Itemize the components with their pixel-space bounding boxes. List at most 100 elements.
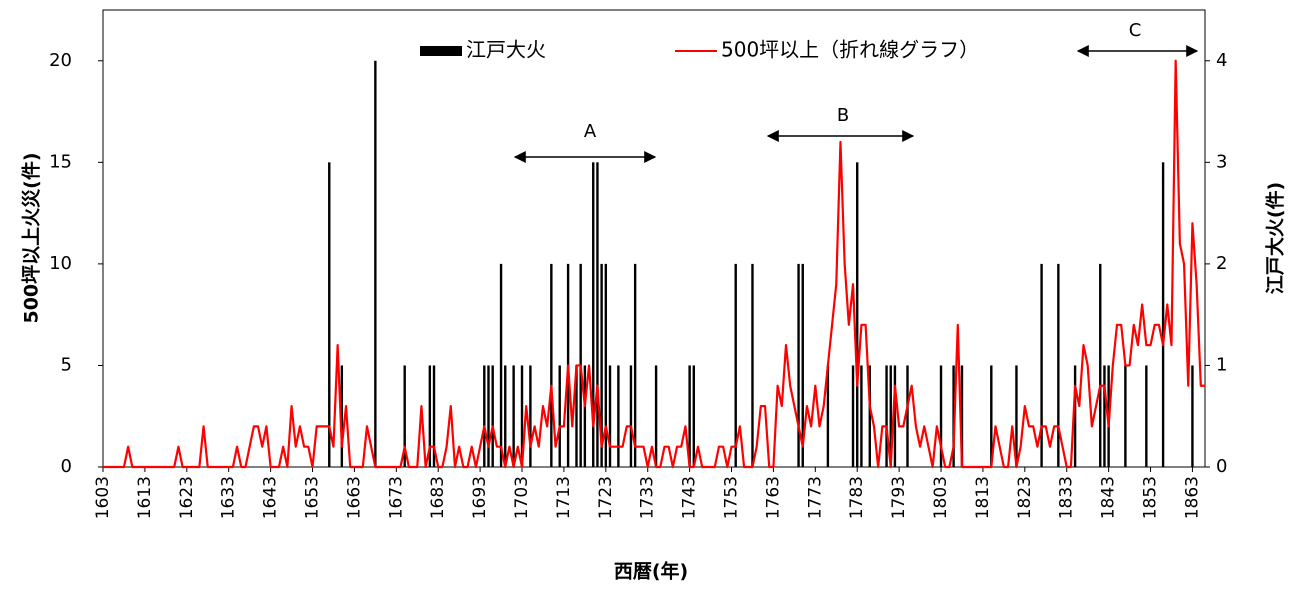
y-axis-title: 500坪以上火災(件) — [20, 152, 43, 323]
bar — [990, 365, 993, 467]
x-tick-label: 1753 — [722, 476, 742, 519]
y2-tick-label: 3 — [1216, 151, 1227, 172]
bar — [550, 263, 553, 467]
x-tick-label: 1613 — [135, 476, 155, 519]
y2-tick-label: 0 — [1216, 456, 1227, 477]
x-tick-label: 1773 — [805, 476, 825, 519]
x-tick-label: 1863 — [1182, 476, 1202, 519]
bar — [428, 365, 432, 467]
x-tick-label: 1803 — [931, 476, 951, 519]
legend-label: 500坪以上（折れ線グラフ） — [721, 38, 979, 62]
x-tick-label: 1713 — [554, 476, 574, 519]
x-tick-label: 1783 — [847, 476, 867, 519]
x-tick-label: 1853 — [1141, 476, 1161, 519]
bar — [688, 365, 691, 467]
annotation-label: B — [837, 105, 849, 126]
bar — [692, 365, 696, 467]
x-tick-label: 1743 — [680, 476, 700, 519]
bar — [1057, 263, 1060, 467]
x-tick-label: 1653 — [303, 476, 323, 519]
bar — [403, 365, 406, 467]
bar — [654, 365, 658, 467]
bar — [734, 263, 737, 467]
line — [103, 59, 1205, 469]
x-tick-label: 1843 — [1099, 476, 1119, 519]
bar — [575, 365, 578, 467]
bar — [826, 365, 830, 467]
legend-swatch — [420, 46, 462, 56]
x-tick-label: 1833 — [1057, 476, 1077, 519]
bar — [328, 162, 331, 468]
y2-axis-title: 江戸大火(件) — [1264, 182, 1287, 294]
y2-tick-label: 2 — [1216, 253, 1227, 274]
annotation-label: A — [584, 121, 597, 142]
bar — [801, 263, 804, 467]
y-tick-label: 0 — [61, 456, 72, 477]
bar — [617, 365, 620, 467]
x-tick-label: 1793 — [889, 476, 909, 519]
x-tick-label: 1693 — [470, 476, 490, 519]
bar — [893, 365, 897, 467]
bar — [600, 263, 603, 467]
bar — [499, 263, 503, 467]
x-tick-label: 1663 — [344, 476, 364, 519]
x-tick-label: 1673 — [386, 476, 406, 519]
y2-tick-label: 1 — [1216, 354, 1227, 375]
annotation-label: C — [1129, 20, 1142, 41]
bar — [906, 365, 909, 467]
y2-tick-label: 4 — [1216, 50, 1227, 71]
bar — [520, 365, 524, 467]
bar — [512, 365, 515, 467]
plot-frame — [102, 9, 1206, 468]
bar — [1103, 365, 1106, 467]
bar — [629, 365, 633, 467]
bar — [374, 60, 377, 468]
bar — [432, 365, 436, 467]
bar — [558, 365, 561, 467]
bar — [797, 263, 800, 467]
bar — [608, 365, 612, 467]
bar — [856, 162, 859, 468]
bar — [960, 365, 964, 467]
bar — [751, 263, 754, 467]
bar — [529, 365, 532, 467]
x-tick-label: 1733 — [638, 476, 658, 519]
x-tick-label: 1823 — [1015, 476, 1035, 519]
bar — [851, 365, 855, 467]
y-tick-label: 5 — [61, 354, 72, 375]
bar — [1191, 365, 1194, 467]
x-tick-label: 1633 — [219, 476, 239, 519]
bar — [889, 365, 892, 467]
bar — [1099, 263, 1102, 467]
x-tick-label: 1703 — [512, 476, 532, 519]
bar — [1015, 365, 1018, 467]
bar — [1145, 365, 1148, 467]
x-tick-label: 1723 — [596, 476, 616, 519]
legend-label: 江戸大火 — [466, 38, 546, 62]
bar — [1161, 162, 1165, 468]
bar — [583, 365, 587, 467]
x-tick-label: 1643 — [261, 476, 281, 519]
bar — [860, 365, 863, 467]
bar — [483, 365, 486, 467]
y-tick-label: 20 — [49, 50, 72, 71]
x-tick-label: 1623 — [177, 476, 197, 519]
bar — [939, 365, 943, 467]
x-tick-label: 1763 — [763, 476, 783, 519]
bar — [1073, 365, 1077, 467]
bar — [504, 365, 507, 467]
x-axis-title: 西暦(年) — [614, 560, 688, 583]
bar — [491, 365, 494, 467]
bar — [1124, 365, 1127, 467]
bar — [592, 162, 595, 468]
y-tick-label: 15 — [49, 151, 72, 172]
bar — [868, 365, 871, 467]
bar — [487, 365, 490, 467]
bar — [340, 365, 344, 467]
bar — [633, 263, 637, 467]
y-tick-label: 10 — [49, 253, 72, 274]
x-tick-label: 1683 — [428, 476, 448, 519]
bar — [1040, 263, 1043, 467]
x-tick-label: 1813 — [973, 476, 993, 519]
